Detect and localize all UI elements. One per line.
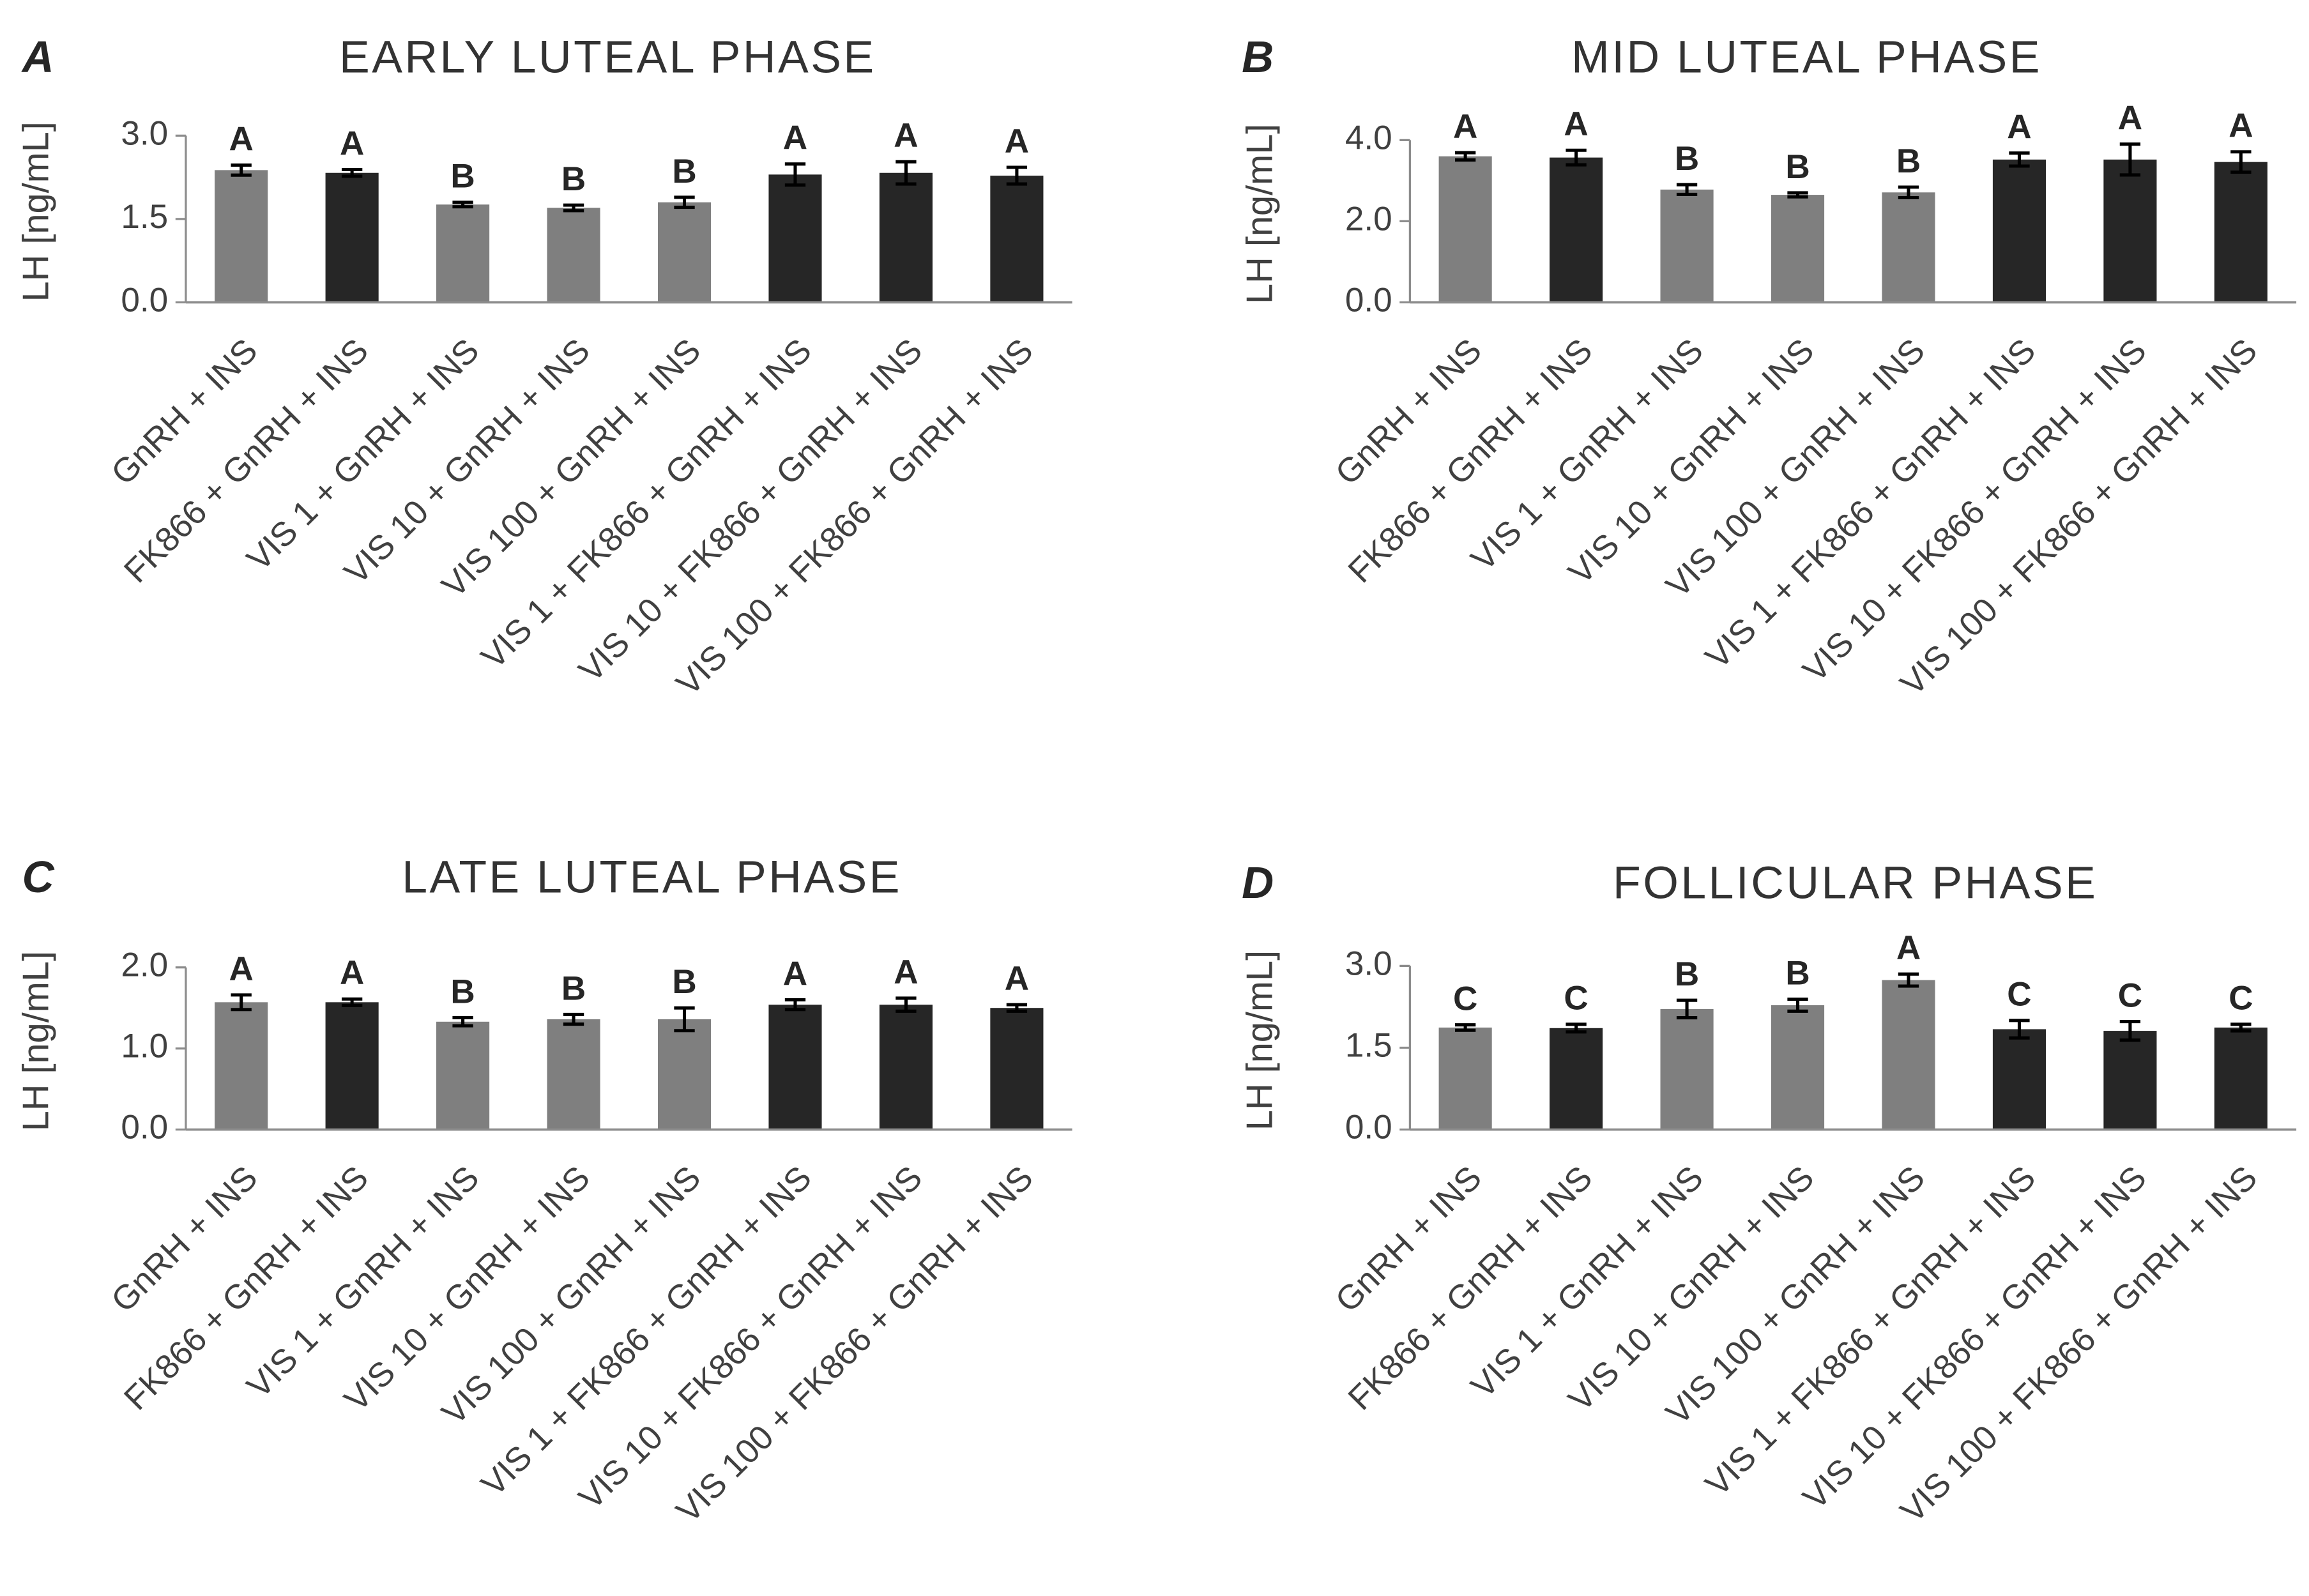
significance-letter: C bbox=[2007, 976, 2031, 1014]
bar bbox=[1882, 980, 1935, 1130]
bar bbox=[2103, 159, 2157, 303]
significance-letter: B bbox=[1675, 140, 1699, 178]
significance-letter: A bbox=[2007, 109, 2031, 146]
significance-letter: C bbox=[2118, 977, 2142, 1014]
bar bbox=[547, 208, 600, 303]
y-axis-label: LH [ng/mL] bbox=[1240, 950, 1281, 1130]
bar bbox=[2103, 1031, 2157, 1130]
y-tick-label: 0.0 bbox=[1345, 281, 1392, 319]
significance-letter: B bbox=[561, 160, 586, 198]
bar bbox=[436, 1021, 490, 1130]
bar bbox=[768, 1005, 822, 1130]
y-tick-label: 1.5 bbox=[1345, 1027, 1392, 1065]
chart-title: LATE LUTEAL PHASE bbox=[402, 851, 902, 902]
bar bbox=[1660, 189, 1714, 303]
y-tick-label: 0.0 bbox=[1345, 1109, 1392, 1146]
significance-letter: A bbox=[2229, 107, 2253, 145]
significance-letter: B bbox=[672, 963, 696, 1001]
bar bbox=[657, 202, 712, 303]
significance-letter: A bbox=[1896, 929, 1921, 967]
significance-letter: C bbox=[1564, 980, 1588, 1017]
chart-title: MID LUTEAL PHASE bbox=[1571, 32, 2042, 83]
panel-letter: C bbox=[22, 852, 55, 902]
bar bbox=[1550, 157, 1603, 303]
significance-letter: A bbox=[894, 954, 918, 991]
significance-letter: B bbox=[1785, 148, 1810, 186]
significance-letter: A bbox=[2118, 100, 2142, 137]
bar bbox=[1660, 1008, 1714, 1130]
significance-letter: A bbox=[1005, 123, 1029, 160]
significance-letter: A bbox=[783, 955, 807, 992]
significance-letter: A bbox=[1453, 108, 1477, 146]
significance-letter: C bbox=[1453, 980, 1477, 1018]
bar bbox=[990, 176, 1044, 303]
chart-title: EARLY LUTEAL PHASE bbox=[339, 32, 876, 83]
bar bbox=[1438, 1027, 1492, 1130]
y-tick-label: 1.0 bbox=[121, 1028, 168, 1065]
significance-letter: A bbox=[894, 117, 918, 155]
bar bbox=[1438, 156, 1492, 303]
y-axis-label: LH [ng/mL] bbox=[15, 951, 56, 1131]
panel-letter: A bbox=[21, 32, 54, 82]
significance-letter: B bbox=[450, 158, 475, 195]
bar bbox=[1992, 1029, 2046, 1130]
significance-letter: A bbox=[340, 125, 364, 162]
significance-letter: A bbox=[229, 950, 253, 988]
y-tick-label: 0.0 bbox=[121, 281, 168, 319]
significance-letter: B bbox=[672, 153, 696, 190]
y-tick-label: 2.0 bbox=[121, 946, 168, 984]
panel-letter: B bbox=[1242, 32, 1274, 82]
bar bbox=[547, 1019, 600, 1130]
significance-letter: A bbox=[1564, 105, 1588, 143]
bar bbox=[325, 172, 379, 303]
bar bbox=[1882, 192, 1935, 303]
bar bbox=[768, 174, 822, 303]
bar bbox=[879, 172, 933, 303]
bar bbox=[657, 1019, 712, 1130]
significance-letter: A bbox=[1005, 960, 1029, 998]
y-tick-label: 3.0 bbox=[121, 114, 168, 152]
bar bbox=[1992, 159, 2046, 303]
y-axis-label: LH [ng/mL] bbox=[15, 121, 56, 301]
bar bbox=[2214, 1027, 2267, 1130]
significance-letter: A bbox=[340, 954, 364, 992]
bar bbox=[1771, 195, 1825, 303]
bar bbox=[215, 1002, 268, 1130]
y-tick-label: 0.0 bbox=[121, 1109, 168, 1146]
bar bbox=[1771, 1005, 1825, 1130]
bar bbox=[215, 170, 268, 303]
significance-letter: B bbox=[1785, 954, 1810, 992]
chart-title: FOLLICULAR PHASE bbox=[1613, 858, 2098, 909]
bar bbox=[990, 1008, 1044, 1130]
significance-letter: B bbox=[561, 969, 586, 1007]
significance-letter: B bbox=[450, 973, 475, 1010]
significance-letter: B bbox=[1896, 142, 1921, 180]
bar bbox=[1550, 1028, 1603, 1130]
bar bbox=[2214, 162, 2267, 303]
y-tick-label: 3.0 bbox=[1345, 945, 1392, 982]
significance-letter: A bbox=[783, 119, 807, 157]
y-tick-label: 2.0 bbox=[1345, 200, 1392, 238]
panel-letter: D bbox=[1242, 858, 1274, 908]
bar bbox=[325, 1002, 379, 1130]
bar bbox=[879, 1005, 933, 1130]
bar bbox=[436, 204, 490, 303]
y-tick-label: 1.5 bbox=[121, 198, 168, 236]
y-tick-label: 4.0 bbox=[1345, 119, 1392, 156]
significance-letter: A bbox=[229, 120, 253, 158]
significance-letter: B bbox=[1675, 955, 1699, 993]
y-axis-label: LH [ng/mL] bbox=[1240, 124, 1281, 304]
significance-letter: C bbox=[2229, 980, 2253, 1017]
